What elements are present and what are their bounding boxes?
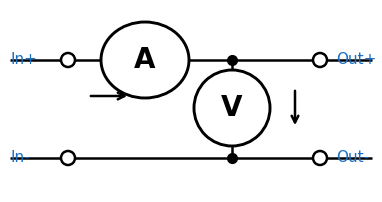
Ellipse shape <box>101 22 189 98</box>
Ellipse shape <box>313 151 327 165</box>
Text: Out+: Out+ <box>336 53 376 67</box>
Text: Out-: Out- <box>336 150 369 165</box>
Text: In+: In+ <box>10 53 37 67</box>
Ellipse shape <box>61 53 75 67</box>
Text: V: V <box>221 94 243 122</box>
Ellipse shape <box>313 53 327 67</box>
Ellipse shape <box>194 70 270 146</box>
Text: A: A <box>134 46 156 74</box>
Ellipse shape <box>61 151 75 165</box>
Text: In-: In- <box>10 150 30 165</box>
